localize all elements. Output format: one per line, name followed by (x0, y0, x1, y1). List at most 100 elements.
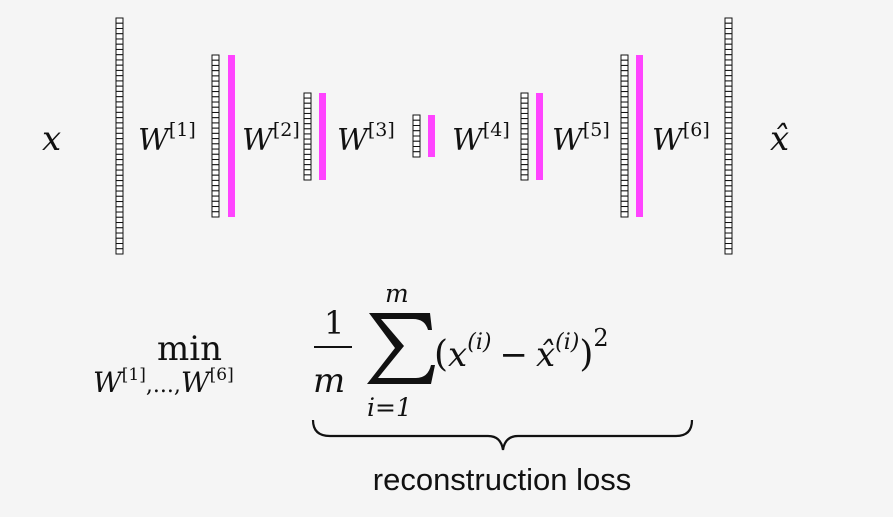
neuron-unit (724, 248, 733, 255)
neuron-unit (724, 64, 733, 71)
neuron-unit (620, 179, 629, 187)
neuron-unit (115, 148, 124, 155)
neuron-unit (115, 54, 124, 61)
neuron-unit (520, 159, 529, 166)
neuron-unit (211, 190, 220, 197)
neuron-unit (211, 143, 220, 150)
neuron-unit (211, 91, 220, 98)
output-label: x̂ (770, 119, 789, 159)
neuron-unit (724, 195, 733, 203)
neuron-unit (303, 169, 312, 176)
neuron-unit (620, 127, 629, 134)
neuron-unit (412, 130, 421, 137)
neuron-unit (303, 164, 312, 171)
neuron-unit (303, 107, 312, 114)
neuron-unit (724, 138, 733, 145)
neuron-unit (303, 128, 312, 135)
neuron-unit (724, 143, 733, 150)
neuron-unit (115, 117, 124, 124)
neuron-unit (724, 174, 733, 182)
neuron-unit (520, 148, 529, 155)
sum-upper-limit: m (385, 279, 409, 308)
neuron-unit (724, 211, 733, 218)
layer-output (724, 17, 733, 255)
neuron-unit (620, 70, 629, 77)
neuron-unit (211, 195, 220, 202)
neuron-unit (724, 153, 733, 161)
neuron-unit (724, 75, 733, 82)
neuron-unit (115, 164, 124, 171)
neuron-unit (211, 206, 220, 213)
activation-bar-1 (228, 55, 235, 217)
neuron-unit (115, 243, 124, 250)
neuron-unit (724, 111, 733, 119)
input-label: x (42, 119, 61, 159)
neuron-unit (520, 164, 529, 171)
neuron-unit (520, 112, 529, 120)
neuron-unit (115, 85, 124, 92)
neuron-unit (115, 237, 124, 245)
neuron-unit (724, 159, 733, 166)
neuron-unit (211, 179, 220, 187)
neuron-unit (412, 140, 421, 147)
neuron-unit (520, 118, 529, 125)
neuron-unit (724, 132, 733, 140)
neuron-unit (115, 143, 124, 150)
neuron-unit (211, 153, 220, 161)
neuron-unit (303, 92, 312, 99)
weight-label-6: W[6] (652, 119, 710, 158)
neuron-unit (520, 128, 529, 135)
neuron-unit (303, 153, 312, 161)
neuron-unit (115, 222, 124, 229)
neuron-unit (303, 148, 312, 155)
neuron-unit (724, 43, 733, 50)
neuron-unit (620, 96, 629, 103)
neuron-unit (520, 153, 529, 161)
neuron-unit (211, 101, 220, 108)
neuron-unit (724, 69, 733, 77)
neuron-unit (115, 227, 124, 234)
neuron-unit (724, 169, 733, 176)
neuron-unit (412, 119, 421, 126)
neuron-unit (211, 211, 220, 218)
layer-code (412, 114, 421, 158)
neuron-unit (724, 80, 733, 87)
neuron-unit (620, 190, 629, 197)
weight-label-5: W[5] (552, 119, 610, 158)
fraction-numerator: 1 (324, 304, 344, 342)
neuron-unit (412, 135, 421, 142)
activation-bar-5 (636, 55, 643, 217)
neuron-unit (520, 97, 529, 104)
neuron-unit (115, 111, 124, 119)
neuron-unit (724, 27, 733, 35)
neuron-unit (724, 33, 733, 40)
neuron-unit (115, 75, 124, 82)
neuron-unit (211, 111, 220, 119)
neuron-unit (724, 148, 733, 155)
neuron-unit (412, 151, 421, 158)
neuron-unit (115, 80, 124, 87)
neuron-unit (115, 27, 124, 35)
neuron-unit (211, 159, 220, 166)
layer-hidden-2 (303, 92, 312, 181)
neuron-unit (620, 75, 629, 82)
neuron-unit (620, 85, 629, 93)
neuron-unit (520, 174, 529, 181)
neuron-unit (115, 43, 124, 50)
neuron-unit (211, 148, 220, 155)
neuron-unit (115, 17, 124, 24)
neuron-unit (620, 138, 629, 145)
neuron-unit (115, 174, 124, 182)
neuron-unit (211, 138, 220, 145)
neuron-unit (412, 114, 421, 121)
neuron-unit (724, 17, 733, 24)
neuron-unit (211, 200, 220, 208)
neuron-unit (115, 216, 124, 224)
neuron-unit (620, 153, 629, 161)
layer-input (115, 17, 124, 255)
neuron-unit (303, 97, 312, 104)
neuron-unit (520, 107, 529, 114)
neuron-unit (620, 101, 629, 108)
neuron-unit (724, 22, 733, 29)
